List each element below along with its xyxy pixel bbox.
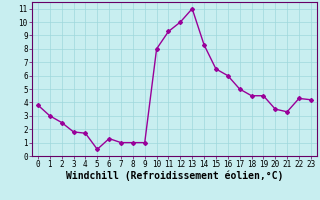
X-axis label: Windchill (Refroidissement éolien,°C): Windchill (Refroidissement éolien,°C)	[66, 171, 283, 181]
